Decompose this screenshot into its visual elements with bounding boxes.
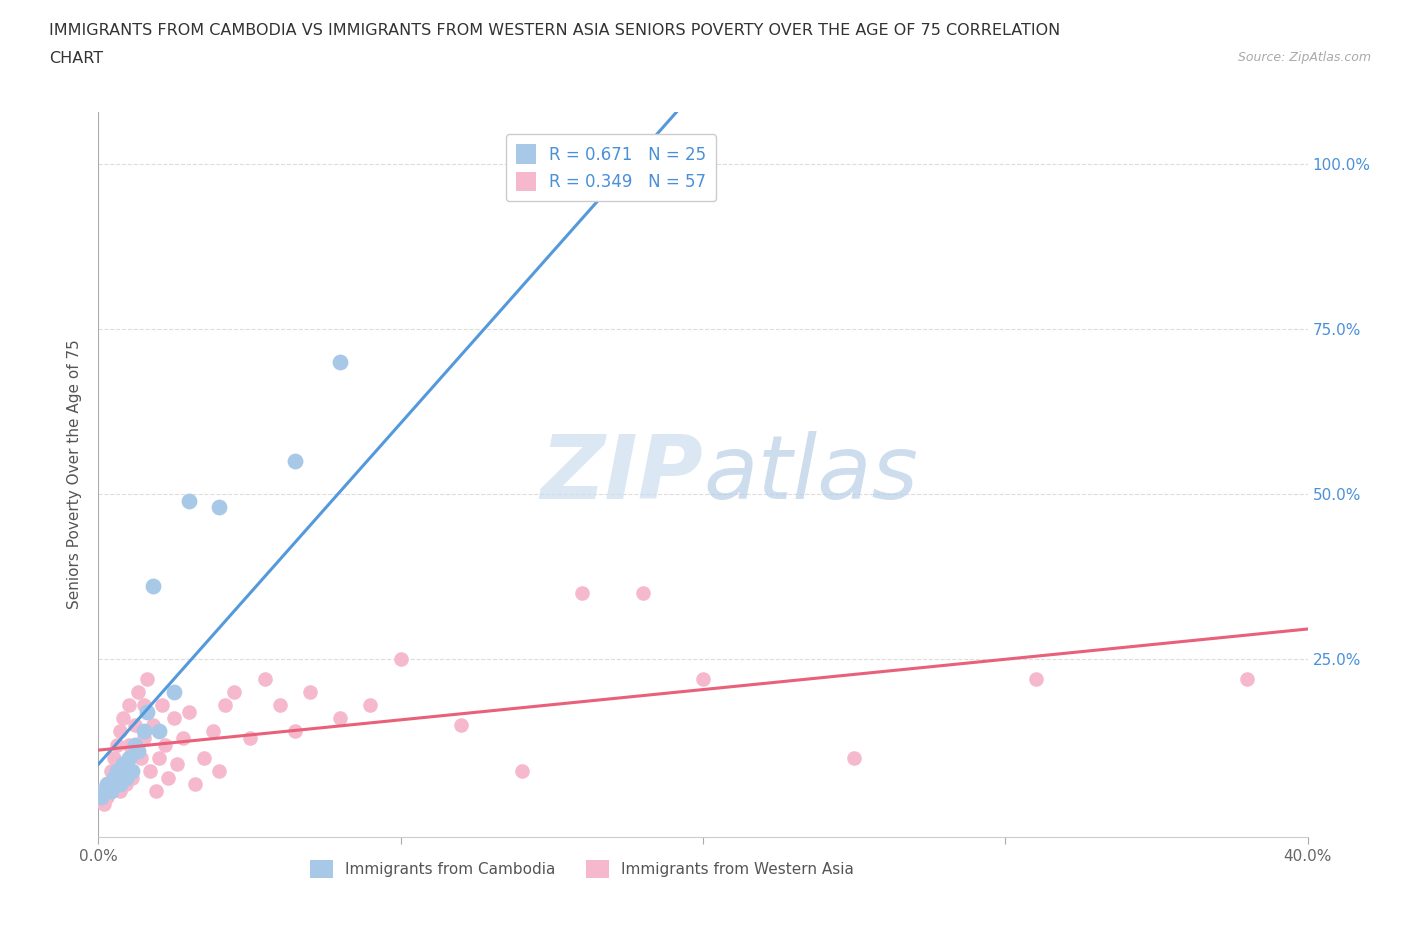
- Point: [96, 790, 118, 804]
- Point: [139, 764, 162, 778]
- Point: [100, 783, 122, 798]
- Point: [1236, 671, 1258, 686]
- Point: [93, 797, 115, 812]
- Point: [142, 717, 165, 732]
- Point: [114, 770, 136, 785]
- Point: [118, 737, 141, 752]
- Y-axis label: Seniors Poverty Over the Age of 75: Seniors Poverty Over the Age of 75: [67, 339, 83, 609]
- Point: [631, 586, 654, 601]
- Text: IMMIGRANTS FROM CAMBODIA VS IMMIGRANTS FROM WESTERN ASIA SENIORS POVERTY OVER TH: IMMIGRANTS FROM CAMBODIA VS IMMIGRANTS F…: [49, 23, 1060, 38]
- Point: [156, 770, 179, 785]
- Point: [239, 731, 262, 746]
- Point: [100, 783, 122, 798]
- Text: CHART: CHART: [49, 51, 103, 66]
- Point: [148, 724, 170, 739]
- Point: [121, 770, 143, 785]
- Point: [135, 671, 157, 686]
- Point: [105, 737, 128, 752]
- Point: [118, 698, 141, 712]
- Point: [253, 671, 276, 686]
- Point: [179, 704, 201, 719]
- Point: [145, 783, 167, 798]
- Text: ZIP: ZIP: [540, 431, 703, 518]
- Text: Source: ZipAtlas.com: Source: ZipAtlas.com: [1237, 51, 1371, 64]
- Point: [214, 698, 236, 712]
- Point: [132, 698, 155, 712]
- Point: [105, 764, 128, 778]
- Point: [269, 698, 291, 712]
- Point: [571, 586, 593, 601]
- Point: [114, 777, 136, 791]
- Point: [111, 757, 134, 772]
- Point: [111, 764, 134, 778]
- Text: atlas: atlas: [703, 432, 918, 517]
- Point: [96, 777, 118, 791]
- Point: [103, 770, 125, 785]
- Point: [389, 652, 412, 667]
- Point: [124, 717, 146, 732]
- Point: [132, 731, 155, 746]
- Point: [127, 744, 149, 759]
- Point: [284, 724, 307, 739]
- Point: [124, 737, 146, 752]
- Point: [105, 757, 128, 772]
- Point: [284, 454, 307, 469]
- Point: [148, 751, 170, 765]
- Point: [108, 724, 131, 739]
- Point: [208, 764, 231, 778]
- Point: [142, 579, 165, 594]
- Point: [118, 751, 141, 765]
- Point: [224, 684, 246, 699]
- Point: [329, 711, 352, 725]
- Point: [692, 177, 714, 192]
- Point: [844, 751, 866, 765]
- Point: [153, 737, 176, 752]
- Point: [208, 499, 231, 514]
- Point: [150, 698, 173, 712]
- Point: [1024, 671, 1046, 686]
- Point: [360, 698, 382, 712]
- Point: [100, 764, 122, 778]
- Point: [127, 684, 149, 699]
- Point: [90, 790, 112, 804]
- Point: [202, 724, 225, 739]
- Point: [103, 770, 125, 785]
- Point: [661, 177, 683, 192]
- Point: [90, 783, 112, 798]
- Point: [129, 751, 152, 765]
- Point: [299, 684, 322, 699]
- Point: [450, 717, 472, 732]
- Point: [132, 724, 155, 739]
- Point: [179, 493, 201, 508]
- Point: [93, 783, 115, 798]
- Point: [510, 764, 533, 778]
- Point: [135, 704, 157, 719]
- Point: [163, 684, 186, 699]
- Point: [121, 764, 143, 778]
- Point: [329, 354, 352, 369]
- Legend: Immigrants from Cambodia, Immigrants from Western Asia: Immigrants from Cambodia, Immigrants fro…: [304, 854, 860, 883]
- Point: [172, 731, 194, 746]
- Point: [111, 711, 134, 725]
- Point: [193, 751, 215, 765]
- Point: [692, 671, 714, 686]
- Point: [540, 177, 562, 192]
- Point: [108, 783, 131, 798]
- Point: [184, 777, 207, 791]
- Point: [166, 757, 188, 772]
- Point: [103, 751, 125, 765]
- Point: [163, 711, 186, 725]
- Point: [96, 777, 118, 791]
- Point: [108, 777, 131, 791]
